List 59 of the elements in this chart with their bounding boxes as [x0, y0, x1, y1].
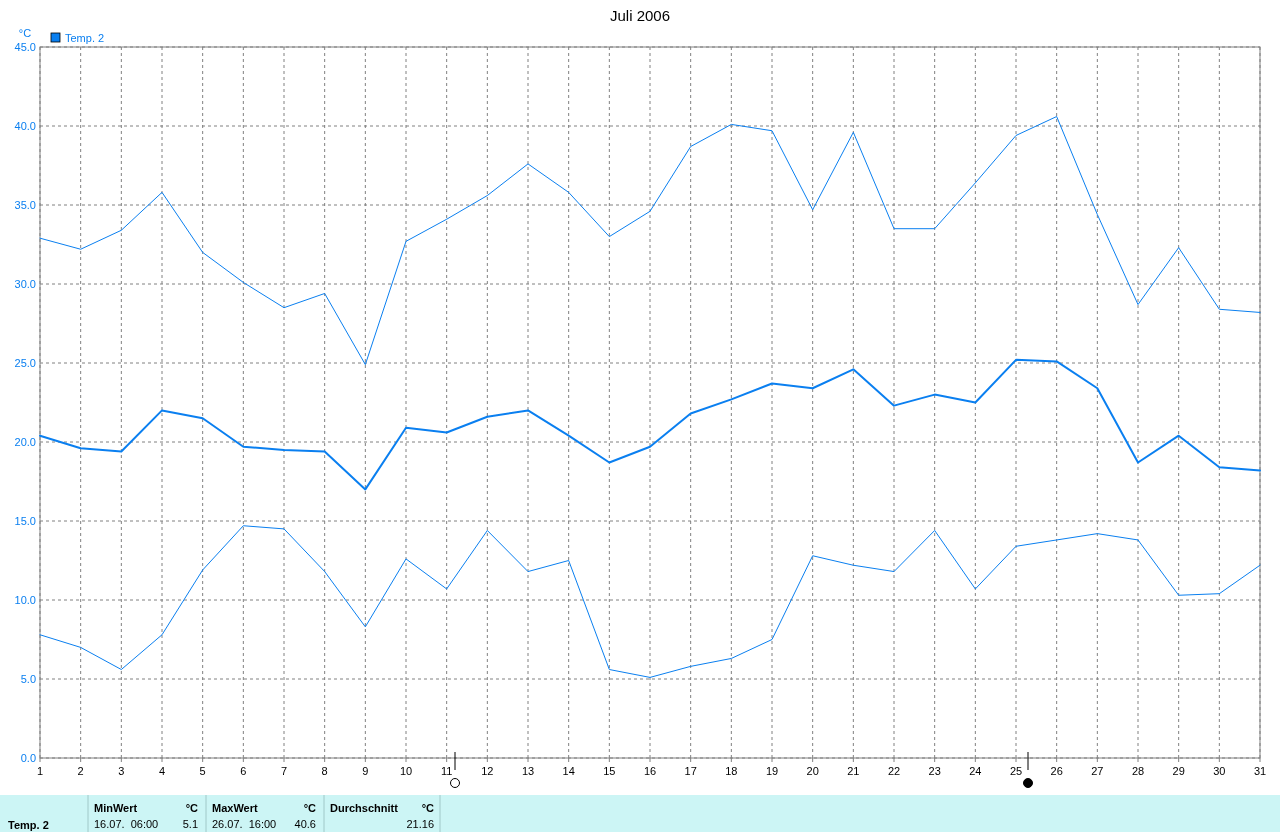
text: °C — [421, 802, 435, 814]
x-tick-label: 27 — [1091, 765, 1104, 777]
y-tick-label: 35.0 — [14, 199, 36, 211]
text: 5.1 — [182, 818, 198, 830]
x-tick-label: 19 — [765, 765, 779, 777]
x-tick-label: 7 — [280, 765, 288, 777]
y-tick-label: 0.0 — [20, 752, 36, 764]
x-tick-label: 10 — [399, 765, 413, 777]
y-tick-label: 25.0 — [14, 357, 36, 369]
x-tick-label: 18 — [725, 765, 738, 777]
x-tick-label: 24 — [969, 765, 982, 777]
x-tick-label: 20 — [806, 765, 819, 777]
chart-title: Juli 2006 — [609, 7, 671, 24]
x-tick-label: 16 — [643, 765, 657, 777]
x-tick-label: 5 — [199, 765, 206, 777]
text: 26.07. 16:00 — [212, 818, 277, 830]
x-tick-label: 8 — [321, 765, 328, 777]
y-tick-label: 15.0 — [14, 515, 36, 527]
text: Temp. 2 — [8, 819, 49, 831]
y-tick-label: 10.0 — [14, 594, 36, 606]
y-axis-title: °C — [18, 27, 32, 39]
x-tick-label: 30 — [1213, 765, 1226, 777]
x-tick-label: 29 — [1172, 765, 1185, 777]
x-tick-label: 14 — [562, 765, 575, 777]
text: MaxWert — [212, 802, 258, 814]
x-tick-label: 21 — [847, 765, 860, 777]
y-tick-label: 45.0 — [14, 41, 36, 53]
x-tick-label: 12 — [481, 765, 494, 777]
line-series — [39, 116, 1261, 366]
x-tick-label: 4 — [158, 765, 166, 777]
x-tick-label: 3 — [118, 765, 125, 777]
text: 40.6 — [294, 818, 316, 830]
text: 21.16 — [406, 818, 434, 830]
line-series — [39, 525, 1261, 678]
x-tick-label: 23 — [928, 765, 941, 777]
y-tick-label: 20.0 — [14, 436, 36, 448]
x-tick-label: 1 — [36, 765, 44, 777]
text: 16.07. 06:00 — [94, 818, 159, 830]
line-series — [39, 358, 1261, 491]
x-tick-label: 22 — [887, 765, 901, 777]
x-tick-label: 6 — [240, 765, 247, 777]
text: °C — [185, 802, 199, 814]
y-tick-label: 30.0 — [14, 278, 36, 290]
x-tick-label: 2 — [77, 765, 84, 777]
text: °C — [303, 802, 317, 814]
x-tick-label: 13 — [521, 765, 535, 777]
legend-label: Temp. 2 — [65, 32, 105, 44]
y-tick-label: 5.0 — [20, 673, 36, 685]
x-tick-label: 11 — [440, 765, 453, 777]
y-tick-label: 40.0 — [14, 120, 36, 132]
x-tick-label: 17 — [684, 765, 697, 777]
text: Durchschnitt — [330, 802, 399, 814]
x-tick-label: 25 — [1009, 765, 1023, 777]
text: MinWert — [94, 802, 138, 814]
x-tick-label: 9 — [362, 765, 369, 777]
x-tick-label: 28 — [1131, 765, 1145, 777]
x-tick-label: 31 — [1253, 765, 1267, 777]
x-tick-label: 26 — [1050, 765, 1063, 777]
x-tick-label: 15 — [603, 765, 616, 777]
